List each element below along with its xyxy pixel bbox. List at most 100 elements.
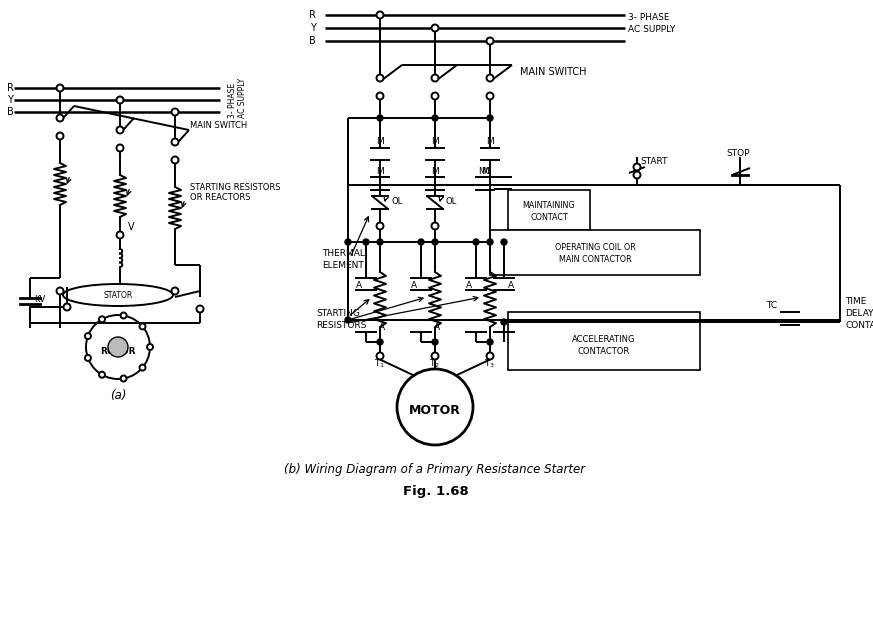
Text: R: R: [309, 10, 316, 20]
Text: M: M: [431, 166, 439, 176]
Text: MC: MC: [478, 166, 491, 176]
Circle shape: [376, 353, 383, 359]
Text: TC: TC: [766, 302, 777, 310]
Text: A: A: [466, 280, 472, 290]
Circle shape: [376, 222, 383, 229]
Text: ACCELERATING: ACCELERATING: [572, 336, 636, 345]
Circle shape: [418, 239, 424, 245]
Text: T$_1$: T$_1$: [375, 358, 386, 370]
Text: MOTOR: MOTOR: [409, 404, 461, 417]
Text: M: M: [431, 138, 439, 146]
Circle shape: [376, 92, 383, 100]
Text: T$_2$: T$_2$: [430, 358, 441, 370]
Circle shape: [431, 353, 438, 359]
Circle shape: [86, 315, 150, 379]
Circle shape: [99, 316, 105, 322]
Circle shape: [432, 239, 438, 245]
Circle shape: [486, 92, 493, 100]
Circle shape: [85, 333, 91, 339]
Text: Y: Y: [7, 95, 13, 105]
Circle shape: [377, 239, 383, 245]
Circle shape: [376, 11, 383, 19]
Circle shape: [431, 24, 438, 32]
Circle shape: [473, 239, 479, 245]
Circle shape: [432, 115, 438, 121]
Circle shape: [57, 287, 64, 295]
Text: THERMAL: THERMAL: [322, 249, 365, 259]
Circle shape: [486, 353, 493, 359]
Text: STARTING RESISTORS: STARTING RESISTORS: [190, 184, 280, 193]
Circle shape: [120, 313, 127, 318]
Circle shape: [116, 97, 123, 103]
Text: B: B: [7, 107, 14, 117]
Text: 3- PHASE: 3- PHASE: [628, 14, 670, 22]
Circle shape: [397, 369, 473, 445]
Circle shape: [634, 163, 641, 171]
Text: B: B: [309, 36, 316, 46]
Circle shape: [57, 85, 64, 92]
Circle shape: [634, 171, 641, 179]
Text: START: START: [640, 156, 668, 166]
Text: CONTACT: CONTACT: [530, 212, 567, 222]
Circle shape: [487, 339, 493, 345]
Circle shape: [501, 239, 507, 245]
Text: MAINTAINING: MAINTAINING: [523, 201, 575, 209]
Circle shape: [486, 37, 493, 44]
Text: R: R: [7, 83, 14, 93]
Text: CONTACTOR: CONTACTOR: [845, 321, 873, 330]
Circle shape: [116, 232, 123, 239]
Text: CONTACTOR: CONTACTOR: [578, 348, 630, 356]
Text: 3- PHASE
AC SUPPLY: 3- PHASE AC SUPPLY: [228, 78, 247, 118]
Text: DELAY: DELAY: [845, 310, 873, 318]
Text: MAIN SWITCH: MAIN SWITCH: [190, 121, 247, 130]
Circle shape: [99, 372, 105, 378]
Circle shape: [487, 115, 493, 121]
Text: AC SUPPLY: AC SUPPLY: [628, 26, 675, 34]
Text: M: M: [376, 166, 384, 176]
Circle shape: [487, 239, 493, 245]
Text: A: A: [356, 280, 362, 290]
Text: MAIN CONTACTOR: MAIN CONTACTOR: [559, 255, 631, 265]
Text: STOP: STOP: [726, 148, 750, 158]
Text: V: V: [128, 222, 134, 232]
Text: A: A: [508, 280, 514, 290]
Text: (b) Wiring Diagram of a Primary Resistance Starter: (b) Wiring Diagram of a Primary Resistan…: [285, 464, 586, 477]
Circle shape: [57, 115, 64, 121]
Text: A: A: [379, 323, 385, 331]
Circle shape: [64, 303, 71, 310]
Circle shape: [171, 108, 178, 115]
Circle shape: [363, 239, 369, 245]
Text: M: M: [376, 138, 384, 146]
Text: M: M: [481, 166, 489, 176]
Circle shape: [345, 317, 351, 323]
Circle shape: [171, 138, 178, 146]
Text: STARTING: STARTING: [316, 310, 360, 318]
Text: Y: Y: [310, 23, 316, 33]
Text: M: M: [486, 138, 494, 146]
Circle shape: [147, 344, 153, 350]
Text: STATOR: STATOR: [103, 290, 133, 300]
Text: T$_3$: T$_3$: [485, 358, 496, 370]
Circle shape: [431, 75, 438, 82]
Circle shape: [120, 376, 127, 381]
Text: KV: KV: [34, 295, 45, 305]
Text: A: A: [434, 323, 440, 331]
Text: OPERATING COIL OR: OPERATING COIL OR: [554, 244, 636, 252]
Text: ROTOR: ROTOR: [100, 348, 135, 356]
Circle shape: [431, 222, 438, 229]
Circle shape: [140, 364, 146, 371]
Circle shape: [377, 339, 383, 345]
Circle shape: [377, 115, 383, 121]
Circle shape: [108, 337, 128, 357]
Circle shape: [501, 319, 507, 325]
Text: OL: OL: [391, 197, 402, 206]
Circle shape: [345, 239, 351, 245]
Circle shape: [196, 305, 203, 313]
Bar: [508, 190, 590, 230]
Circle shape: [486, 75, 493, 82]
Circle shape: [116, 126, 123, 133]
Circle shape: [432, 339, 438, 345]
Text: TIME: TIME: [845, 298, 866, 307]
Text: MAIN SWITCH: MAIN SWITCH: [520, 67, 587, 77]
Text: RESISTORS: RESISTORS: [316, 320, 367, 330]
